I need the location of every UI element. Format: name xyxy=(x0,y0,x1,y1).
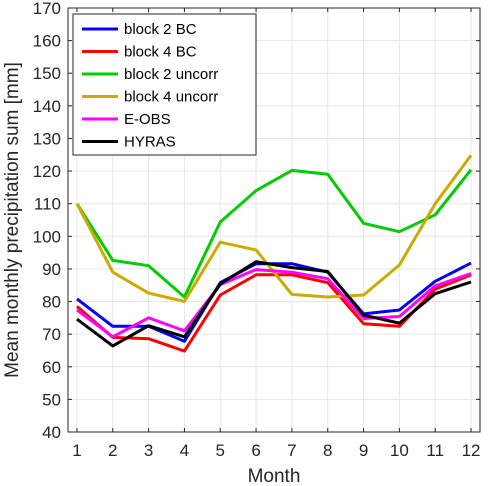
legend-label-block-4-uncorr: block 4 uncorr xyxy=(124,89,218,106)
x-tick-label: 11 xyxy=(426,441,444,460)
series-lines xyxy=(75,154,473,353)
y-tick-label: 120 xyxy=(33,162,61,181)
series-line-hyras xyxy=(76,260,472,348)
series-line-e-obs xyxy=(76,268,472,339)
y-tick-label: 70 xyxy=(42,325,61,344)
y-tick-label: 110 xyxy=(34,195,61,214)
x-axis-title: Month xyxy=(248,466,301,486)
y-tick-label: 150 xyxy=(33,64,61,83)
plot-frame xyxy=(67,7,481,433)
y-tick-label: 60 xyxy=(42,358,61,377)
y-tick-label: 140 xyxy=(33,97,61,116)
x-tick-label: 10 xyxy=(390,441,409,460)
legend-label-block-2-bc: block 2 BC xyxy=(124,21,197,38)
x-tick-label: 6 xyxy=(251,441,260,460)
legend: block 2 BC block 4 BC block 2 uncorr block … xyxy=(72,13,257,156)
legend-label-block-4-bc: block 4 BC xyxy=(124,44,197,61)
y-tick-label: 160 xyxy=(33,32,61,51)
x-tick-label: 3 xyxy=(144,441,153,460)
y-tick-label: 40 xyxy=(42,423,61,442)
x-tick-label: 8 xyxy=(323,441,332,460)
legend-label-hyras: HYRAS xyxy=(124,134,176,151)
y-tick-label: 130 xyxy=(33,129,61,148)
x-tick-label: 12 xyxy=(462,441,481,460)
y-tick-label: 90 xyxy=(42,260,61,279)
y-tick-label: 50 xyxy=(42,390,61,409)
x-tick-label: 1 xyxy=(72,441,81,460)
series-line-block-2-uncorr xyxy=(75,168,473,299)
legend-label-e-obs: E-OBS xyxy=(124,111,171,128)
x-tick-label: 5 xyxy=(216,441,225,460)
x-tick-label: 9 xyxy=(359,441,368,460)
y-tick-label: 100 xyxy=(33,227,61,246)
grid xyxy=(68,7,480,433)
x-tick-label: 2 xyxy=(108,441,117,460)
y-axis-title: Mean monthly precipitation sum [mm] xyxy=(2,62,23,378)
legend-box xyxy=(72,13,257,156)
x-tick-label: 4 xyxy=(180,441,189,460)
legend-label-block-2-uncorr: block 2 uncorr xyxy=(124,66,218,83)
y-tick-label: 170 xyxy=(33,0,61,18)
x-tick-label: 7 xyxy=(287,441,296,460)
y-tick-label: 80 xyxy=(42,293,61,312)
